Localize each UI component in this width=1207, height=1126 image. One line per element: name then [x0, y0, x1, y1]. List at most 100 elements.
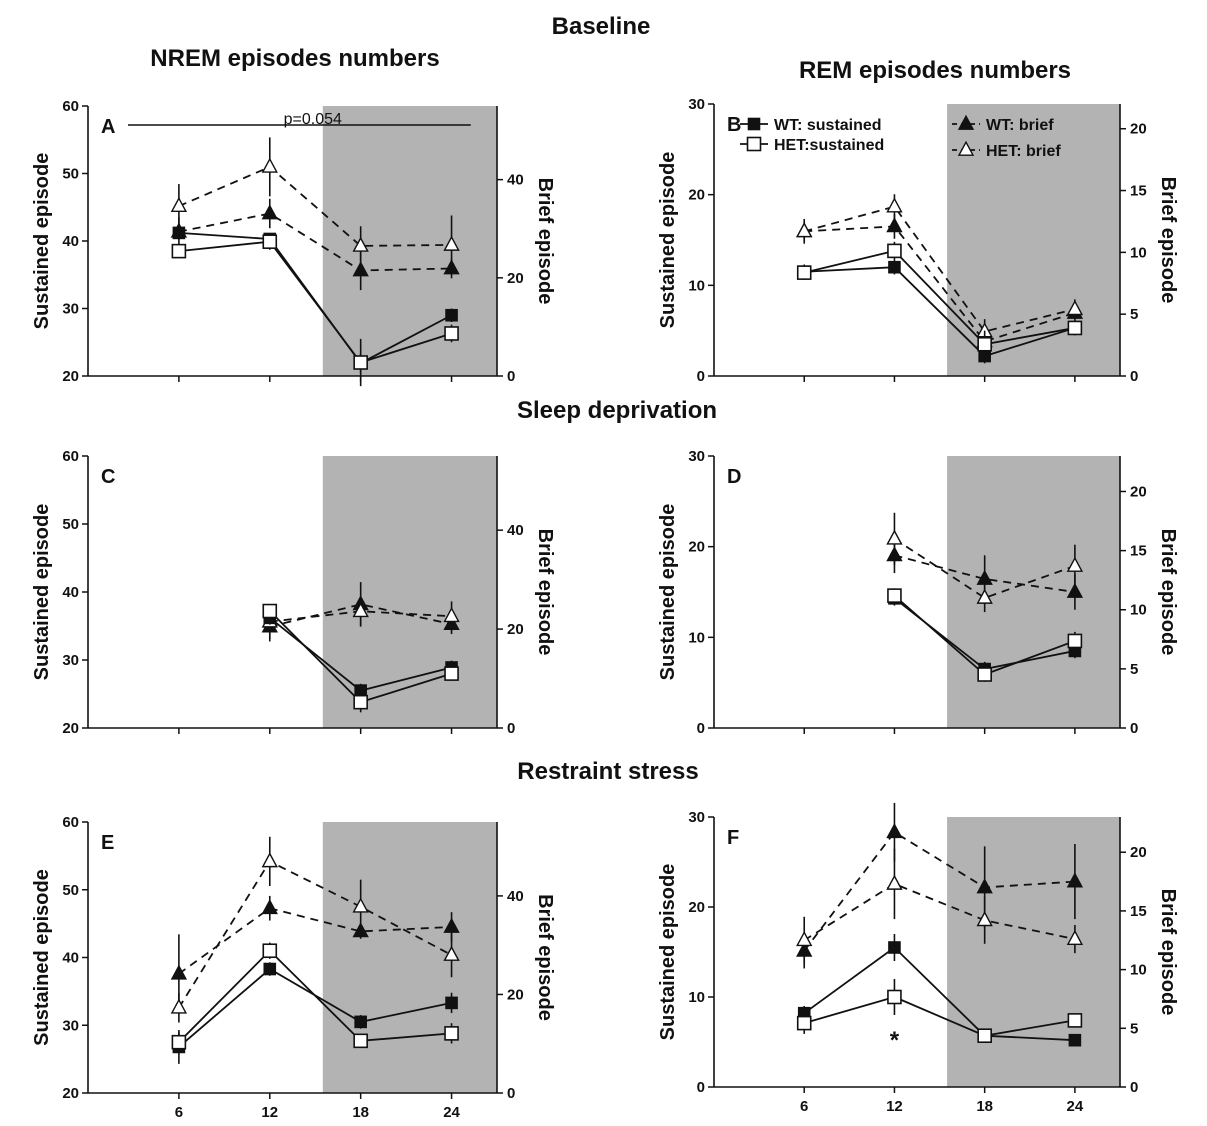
panel-label: A: [101, 116, 115, 138]
data-point: [977, 336, 992, 352]
series-line: [178, 860, 452, 1009]
panel-b: 0 10 20 30 0 5 10 15 20 B Sustained episode Brief e…: [657, 96, 1179, 385]
data-point: [887, 588, 902, 603]
y-tick-label: 50: [62, 166, 79, 183]
y2-tick-label: 0: [507, 368, 515, 385]
y-tick-label: 60: [62, 98, 79, 115]
data-point: [1068, 1033, 1082, 1047]
data-point: [262, 603, 278, 619]
panel-label: E: [101, 832, 114, 854]
data-point: [1066, 299, 1084, 316]
y2-tick-label: 15: [1130, 183, 1147, 200]
data-point: [353, 355, 368, 370]
data-point: [976, 878, 993, 894]
dark-period-shading: [947, 456, 1120, 728]
y2-tick-label: 5: [1130, 1020, 1138, 1037]
y2-tick-label: 0: [1130, 368, 1138, 385]
series-het-sustained: [887, 588, 1083, 682]
dark-period-shading: [947, 104, 1120, 376]
series-het-brief: [170, 836, 460, 1023]
y2-tick-label: 40: [507, 888, 524, 905]
data-point: [171, 1034, 187, 1050]
y2-tick-label: 20: [507, 621, 524, 638]
series-line: [803, 205, 1076, 333]
panel-label: F: [727, 827, 739, 849]
data-point: [444, 326, 459, 341]
data-point: [1067, 320, 1083, 336]
y-tick-label: 0: [697, 1079, 705, 1096]
series-line: [803, 996, 1076, 1037]
dark-period-shading: [322, 822, 497, 1093]
y-tick-label: 40: [62, 584, 79, 601]
x-tick-label: 12: [886, 1098, 903, 1115]
data-point: [170, 964, 188, 980]
significance-label: p=0.054: [284, 111, 342, 128]
y2-tick-label: 10: [1130, 962, 1147, 979]
y2-tick-label: 15: [1130, 543, 1147, 560]
y-tick-label: 30: [688, 96, 705, 113]
legend-item: HET: brief: [952, 140, 1061, 160]
data-point: [352, 897, 369, 913]
y-axis-label: Sustained episode: [657, 152, 679, 329]
x-tick-label: 18: [352, 1104, 369, 1121]
data-point: [796, 1015, 812, 1031]
data-point: [976, 911, 993, 927]
series-line: [894, 554, 1076, 593]
y-tick-label: 30: [62, 301, 79, 318]
panel-c: 20 30 40 50 60 0 20 40 C Sustained episode Brief e…: [31, 448, 556, 737]
y-tick-label: 30: [688, 809, 705, 826]
series-line: [178, 212, 452, 272]
data-point: [976, 588, 993, 604]
data-point: [262, 234, 278, 249]
data-point: [353, 1033, 368, 1049]
y-tick-label: 20: [688, 187, 705, 204]
data-point: [170, 196, 188, 213]
series-het-sustained: [796, 979, 1083, 1043]
panel-d: 0 10 20 30 0 5 10 15 20 D Sustained episode Brief e…: [657, 448, 1179, 737]
data-point: [977, 1028, 992, 1043]
data-point: [444, 1026, 459, 1041]
series-line: [804, 249, 1076, 346]
y-axis-label: Sustained episode: [657, 504, 679, 681]
series-line: [178, 240, 452, 364]
y-axis-label: Sustained episode: [31, 869, 53, 1046]
data-point: [887, 243, 902, 259]
data-point: [352, 602, 369, 618]
y2-axis-label: Brief episode: [534, 529, 556, 656]
data-point: [352, 236, 369, 252]
section-title-baseline: Baseline: [552, 13, 651, 40]
data-point: [886, 529, 903, 545]
y-tick-label: 0: [697, 720, 705, 737]
x-tick-label: 18: [976, 1098, 993, 1115]
legend-label: WT: sustained: [774, 117, 882, 134]
data-point: [352, 261, 369, 277]
y-tick-label: 20: [62, 720, 79, 737]
y-tick-label: 30: [62, 1017, 79, 1034]
data-point: [887, 989, 902, 1005]
data-point: [1067, 1013, 1083, 1028]
data-point: [977, 667, 992, 682]
data-point: [888, 260, 901, 274]
x-tick-label: 6: [800, 1098, 808, 1115]
series-line: [803, 882, 1076, 942]
y-tick-label: 60: [62, 448, 79, 465]
data-point: [886, 217, 903, 233]
y2-axis-label: Brief episode: [1157, 177, 1179, 304]
dark-period-shading: [322, 106, 497, 376]
data-point: [353, 694, 368, 710]
data-point: [1067, 633, 1083, 649]
data-point: [261, 898, 278, 915]
y2-tick-label: 5: [1130, 306, 1138, 323]
y2-tick-label: 20: [1130, 483, 1147, 500]
data-point: [443, 945, 460, 961]
series-het-sustained: [262, 603, 459, 713]
data-point: [1066, 929, 1084, 945]
y2-tick-label: 20: [1130, 844, 1147, 861]
y-tick-label: 20: [62, 1085, 79, 1102]
data-point: [443, 606, 460, 623]
panel-a: 20 30 40 50 60 0 20 40 A Sustained episode Brief e…: [31, 98, 556, 387]
y2-tick-label: 15: [1130, 903, 1147, 920]
data-point: [263, 962, 277, 976]
series-wt-brief: [170, 895, 460, 1014]
